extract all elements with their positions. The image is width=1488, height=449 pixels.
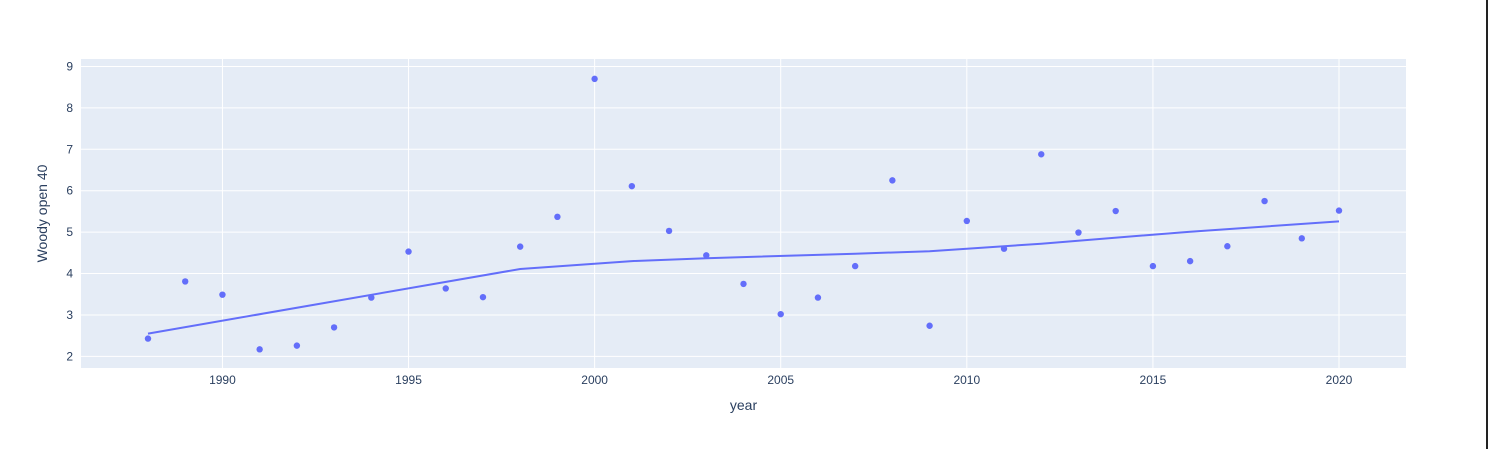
plot-area bbox=[81, 59, 1406, 368]
trendline-layer bbox=[147, 220, 1340, 335]
x-tick-label: 2020 bbox=[1326, 373, 1353, 387]
data-point bbox=[182, 278, 189, 285]
data-point bbox=[1112, 207, 1119, 215]
y-gridlines bbox=[81, 65, 1406, 357]
data-point bbox=[256, 346, 263, 353]
data-point bbox=[703, 252, 710, 259]
window-edge bbox=[1486, 0, 1488, 449]
scatter-points bbox=[144, 75, 1343, 353]
data-point bbox=[665, 227, 673, 235]
data-point bbox=[479, 293, 487, 301]
data-point bbox=[1298, 235, 1305, 242]
y-tick-label: 2 bbox=[66, 349, 73, 363]
data-point bbox=[554, 213, 561, 221]
data-point bbox=[1261, 197, 1268, 205]
x-axis-title: year bbox=[730, 397, 758, 413]
x-axis-ticks: 1990 1995 2000 2005 2010 2015 2020 bbox=[209, 373, 1353, 387]
x-tick-label: 1990 bbox=[209, 373, 236, 387]
data-point bbox=[777, 310, 784, 318]
x-gridlines bbox=[221, 59, 1340, 368]
trendline bbox=[147, 220, 1340, 335]
data-point bbox=[926, 322, 933, 329]
data-point bbox=[963, 217, 971, 225]
data-point bbox=[889, 177, 896, 184]
y-tick-label: 4 bbox=[66, 267, 73, 281]
data-point bbox=[330, 324, 338, 331]
data-point bbox=[740, 280, 747, 288]
y-tick-label: 3 bbox=[66, 308, 73, 322]
data-point bbox=[851, 262, 859, 270]
data-point bbox=[1000, 245, 1008, 252]
y-axis-ticks: 2 3 4 5 6 7 8 9 bbox=[66, 59, 73, 363]
x-tick-label: 2015 bbox=[1140, 373, 1167, 387]
x-tick-label: 2010 bbox=[953, 373, 980, 387]
y-axis-title: Woody open 40 bbox=[34, 164, 50, 262]
data-point bbox=[368, 294, 375, 301]
data-point bbox=[1149, 262, 1157, 270]
y-tick-label: 5 bbox=[66, 225, 73, 239]
data-point bbox=[1186, 257, 1194, 265]
data-point bbox=[1075, 229, 1082, 236]
y-tick-label: 8 bbox=[66, 101, 73, 115]
y-tick-label: 7 bbox=[66, 142, 73, 156]
data-point bbox=[442, 285, 449, 292]
data-point bbox=[591, 75, 598, 83]
data-point bbox=[814, 294, 822, 301]
data-point bbox=[628, 182, 636, 190]
y-tick-label: 6 bbox=[66, 184, 73, 198]
data-point bbox=[219, 291, 226, 298]
data-point bbox=[1224, 243, 1231, 250]
data-point bbox=[405, 248, 412, 255]
data-point bbox=[1038, 151, 1045, 158]
data-point bbox=[516, 243, 524, 250]
data-point bbox=[1335, 207, 1343, 214]
data-point bbox=[293, 342, 301, 349]
x-tick-label: 1995 bbox=[395, 373, 422, 387]
y-tick-label: 9 bbox=[66, 59, 73, 73]
data-point bbox=[144, 335, 152, 342]
x-tick-label: 2000 bbox=[581, 373, 608, 387]
x-tick-label: 2005 bbox=[767, 373, 794, 387]
